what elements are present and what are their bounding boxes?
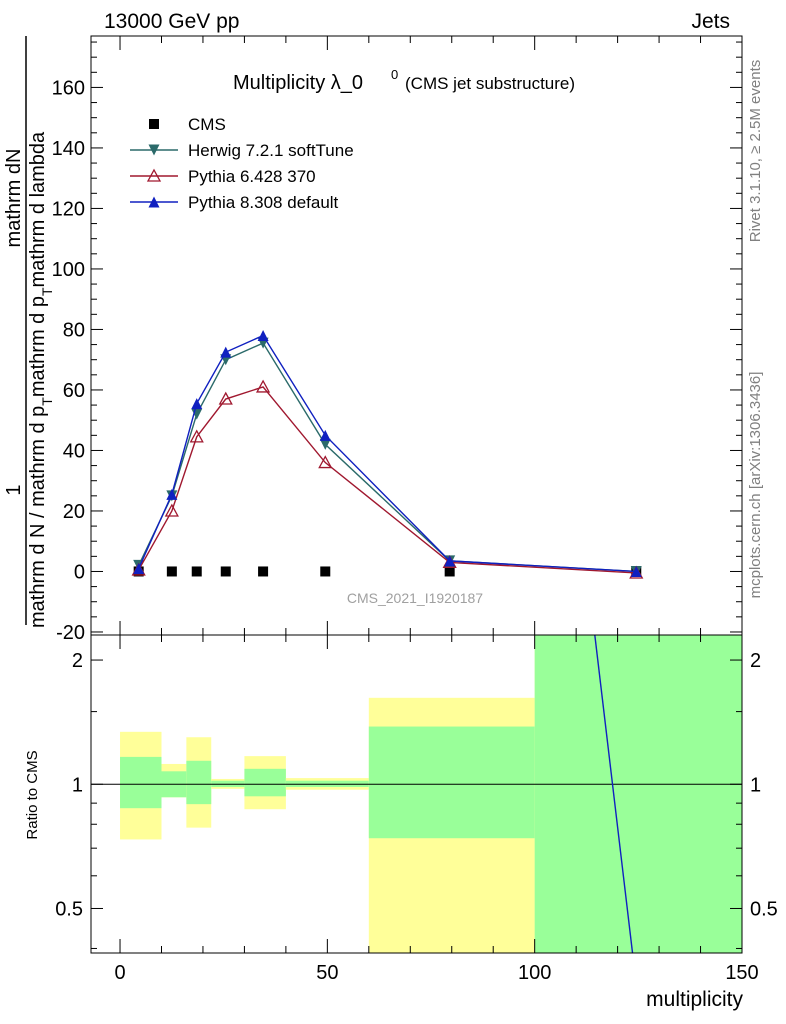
ratio-xtick-label: 150: [725, 962, 758, 984]
main-ytick-label: 80: [63, 319, 85, 341]
ylabel-denominator: mathrm d N / mathrm d pTmathrm d pTmathr…: [27, 131, 55, 628]
watermark: CMS_2021_I1920187: [347, 590, 483, 606]
ratio-ytick-label-right: 1: [750, 774, 761, 796]
data-point: [218, 391, 233, 405]
main-ytick-label: 140: [52, 138, 85, 160]
ylabel-numerator-left: 1: [3, 484, 25, 495]
ylabel-den-sub1: T: [39, 397, 55, 406]
chart-title: Multiplicity λ_0 0 (CMS jet substructure…: [233, 67, 575, 94]
main-ytick-label: 120: [52, 198, 85, 220]
header-left: 13000 GeV pp: [104, 10, 239, 33]
mcplots-label: mcplots.cern.ch [arXiv:1306.3436]: [747, 372, 764, 599]
data-point: [166, 566, 177, 577]
data-point: [257, 330, 269, 341]
data-point: [319, 429, 331, 441]
legend-marker: [148, 196, 160, 208]
data-point: [189, 429, 204, 443]
ratio-panel: 0.5 0.5 1 1 2 2 0 50 100 150 Ratio to CMS multip…: [24, 634, 778, 1011]
ratio-line: [594, 634, 634, 954]
data-point: [320, 566, 331, 577]
ratio-bands: [120, 635, 742, 953]
main-xticks: [119, 36, 743, 635]
main-ytick-label: 20: [63, 501, 85, 523]
main-yticks: -20 0 20 40 60 80 100 120 140 160: [52, 41, 742, 644]
legend-marker: [149, 119, 159, 129]
main-ytick-label: 160: [52, 77, 85, 99]
data-point: [630, 565, 642, 577]
ylabel-den-part3: mathrm d lambda: [27, 131, 49, 287]
ratio-ytick-label: 1: [72, 774, 83, 796]
series-line: [138, 342, 637, 573]
main-ytick-label: 60: [63, 380, 85, 402]
data-point: [133, 562, 145, 574]
ratio-ytick-label: 0.5: [55, 898, 83, 920]
data-point: [164, 503, 179, 517]
ylabel-den-sub2: T: [39, 287, 55, 296]
main-series: [131, 330, 644, 579]
title-sub: (CMS jet substructure): [405, 74, 575, 93]
series-line: [138, 334, 637, 573]
ratio-ytick-label-right: 0.5: [750, 898, 778, 920]
series-1: [133, 337, 642, 577]
rivet-label: Rivet 3.1.10, ≥ 2.5M events: [747, 60, 764, 243]
ratio-band-green: [534, 635, 742, 953]
main-ytick-label: 100: [52, 259, 85, 281]
ratio-ylabel: Ratio to CMS: [24, 750, 41, 839]
main-ytick-label: 0: [74, 561, 85, 583]
legend-marker: [148, 144, 160, 156]
ylabel-numerator-right: mathrm dN: [3, 149, 25, 248]
header-right: Jets: [691, 10, 730, 33]
ratio-band-green: [186, 760, 212, 805]
ratio-xticks: 0 50 100 150: [114, 635, 759, 984]
ratio-ytick-label: 2: [72, 650, 83, 672]
main-panel: -20 0 20 40 60 80 100 120 140 160 CMS_2021_I19201…: [52, 35, 743, 644]
legend-label: Pythia 8.308 default: [188, 193, 339, 212]
legend-label: CMS: [188, 115, 226, 134]
data-point: [255, 379, 271, 393]
ratio-xtick-label: 50: [316, 962, 338, 984]
ratio-ytick-label-right: 2: [750, 650, 761, 672]
data-point: [318, 455, 333, 469]
data-point: [166, 488, 178, 500]
main-ytick-label: 40: [63, 440, 85, 462]
ratio-xlabel: multiplicity: [646, 988, 743, 1011]
ratio-band-green: [368, 726, 535, 839]
data-point: [319, 438, 331, 450]
main-ytick-label: -20: [56, 622, 85, 644]
ratio-lines: [594, 634, 634, 954]
data-point: [191, 398, 203, 410]
data-point: [220, 566, 231, 577]
series-line: [138, 386, 637, 574]
series-3: [133, 330, 642, 577]
legend-marker: [146, 168, 162, 182]
ratio-yticks: 0.5 0.5 1 1 2 2: [55, 650, 778, 949]
main-ylabel: 1 mathrm dN mathrm d N / mathrm d pTmath…: [3, 36, 55, 628]
ylabel-den-part1: mathrm d N / mathrm d p: [27, 406, 49, 628]
data-point: [444, 566, 455, 577]
title-sup: 0: [391, 67, 398, 82]
legend: CMS Herwig 7.2.1 softTune Pythia 6.428 370…: [130, 115, 354, 212]
ratio-xtick-label: 0: [114, 962, 125, 984]
title-main: Multiplicity λ_0: [233, 72, 363, 94]
ratio-frame: [90, 634, 743, 954]
legend-label: Herwig 7.2.1 softTune: [188, 141, 354, 160]
data-point: [220, 346, 232, 358]
series-2: [131, 379, 644, 579]
ylabel-den-part2: mathrm d p: [27, 296, 49, 397]
data-point: [444, 555, 456, 567]
ratio-band-green: [244, 768, 286, 797]
legend-label: Pythia 6.428 370: [188, 167, 316, 186]
data-point: [258, 566, 269, 577]
ratio-xtick-label: 100: [518, 962, 551, 984]
ratio-band-green: [120, 756, 162, 809]
data-point: [191, 566, 202, 577]
